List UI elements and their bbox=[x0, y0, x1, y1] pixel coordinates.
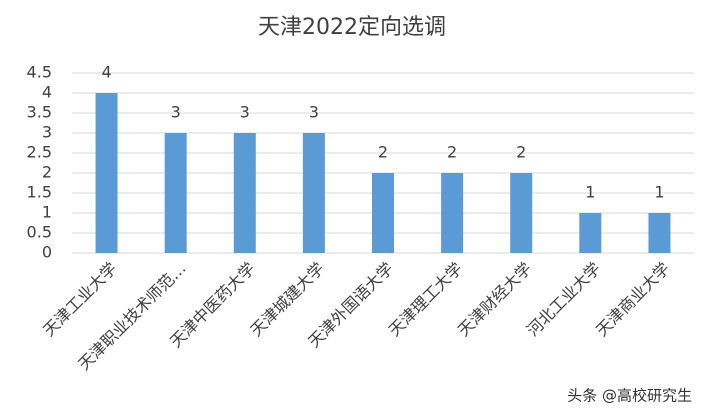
value-label: 1 bbox=[654, 183, 664, 202]
bar bbox=[648, 213, 671, 253]
value-label: 2 bbox=[516, 143, 526, 162]
y-tick-label: 2.5 bbox=[27, 143, 52, 162]
value-label: 3 bbox=[240, 103, 250, 122]
bar bbox=[95, 93, 118, 253]
y-tick-label: 2 bbox=[42, 163, 52, 182]
y-tick-label: 3.5 bbox=[27, 103, 52, 122]
value-label: 1 bbox=[585, 183, 595, 202]
bar bbox=[441, 173, 464, 253]
chart-title: 天津2022定向选调 bbox=[258, 15, 446, 40]
y-tick-label: 0 bbox=[42, 243, 52, 262]
bar bbox=[579, 213, 602, 253]
y-tick-label: 0.5 bbox=[27, 223, 52, 242]
bar bbox=[302, 133, 325, 253]
y-tick-label: 1 bbox=[42, 203, 52, 222]
bar bbox=[510, 173, 533, 253]
y-tick-label: 4 bbox=[42, 83, 52, 102]
bar bbox=[372, 173, 394, 253]
value-label: 3 bbox=[309, 103, 319, 122]
y-tick-label: 3 bbox=[42, 123, 52, 142]
y-tick-label: 1.5 bbox=[27, 183, 52, 202]
y-tick-label: 4.5 bbox=[27, 63, 52, 82]
watermark: 头条 @高校研究生 bbox=[567, 387, 692, 405]
x-tick-label: 天津商业大学 bbox=[592, 259, 673, 340]
value-label: 2 bbox=[378, 143, 388, 162]
value-label: 3 bbox=[171, 103, 181, 122]
bar bbox=[164, 133, 187, 253]
value-label: 4 bbox=[101, 63, 111, 82]
bar bbox=[233, 133, 256, 253]
value-label: 2 bbox=[447, 143, 457, 162]
